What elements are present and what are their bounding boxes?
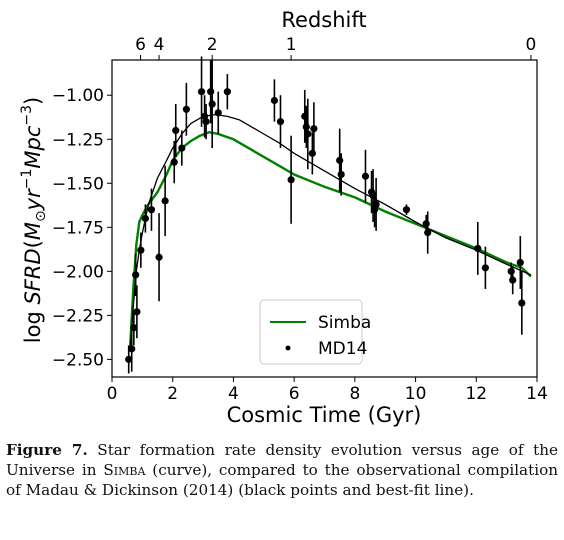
x-tick-label: 12 bbox=[465, 384, 487, 404]
top-axis-title: Redshift bbox=[281, 8, 366, 32]
y-axis-ticks: −2.50 −2.25 −2.00 −1.75 −1.50 −1.25 −1.00 bbox=[52, 86, 112, 370]
md14-fit-curve bbox=[129, 113, 532, 351]
md14-point bbox=[130, 324, 138, 332]
y-tick-label: −2.00 bbox=[52, 262, 104, 282]
md14-point bbox=[197, 88, 206, 96]
y-tick-label: −1.50 bbox=[52, 174, 104, 194]
md14-point bbox=[155, 253, 163, 261]
md14-point bbox=[178, 144, 186, 152]
md14-point bbox=[223, 88, 231, 96]
plot-frame bbox=[111, 59, 538, 378]
plot-area bbox=[125, 56, 532, 374]
md14-point bbox=[310, 125, 318, 133]
figure-caption: Figure 7. Star formation rate density ev… bbox=[6, 440, 558, 500]
redshift-tick-label: 0 bbox=[526, 35, 537, 55]
caption-text-before: Star formation rate density evolution ve… bbox=[6, 441, 558, 479]
x-tick-label: 14 bbox=[526, 384, 548, 404]
x-axis-ticks: 0 2 4 6 8 10 12 14 bbox=[107, 377, 548, 404]
y-tick-label: −1.75 bbox=[52, 218, 104, 238]
legend-md14-label: MD14 bbox=[318, 339, 367, 359]
md14-point bbox=[133, 308, 141, 316]
caption-text-after: (curve), compared to the observational c… bbox=[6, 461, 558, 499]
caption-simba: Simba bbox=[103, 461, 146, 479]
md14-point bbox=[214, 109, 222, 117]
md14-point bbox=[337, 170, 345, 179]
y-axis-title: log SFRD(M⊙yr−1Mpc−3) bbox=[19, 97, 49, 343]
md14-point bbox=[302, 123, 310, 131]
md14-point bbox=[172, 126, 180, 135]
redshift-tick-label: 2 bbox=[207, 35, 218, 55]
md14-point bbox=[182, 105, 190, 113]
md14-point bbox=[304, 130, 312, 138]
y-tick-label: −2.50 bbox=[52, 350, 104, 370]
md14-point bbox=[161, 197, 169, 205]
legend-simba-label: Simba bbox=[318, 313, 371, 333]
md14-point bbox=[361, 172, 370, 180]
md14-point bbox=[132, 271, 140, 279]
md14-point bbox=[270, 96, 279, 105]
x-axis-title: Cosmic Time (Gyr) bbox=[227, 403, 422, 427]
x-tick-label: 6 bbox=[289, 384, 300, 404]
x-tick-label: 2 bbox=[167, 384, 178, 404]
legend-md14-swatch bbox=[285, 345, 291, 351]
md14-point bbox=[125, 355, 133, 363]
md14-point bbox=[128, 345, 136, 353]
md14-point bbox=[372, 200, 380, 209]
md14-point bbox=[202, 118, 210, 126]
md14-point bbox=[207, 88, 215, 96]
sfrd-chart: 0 2 4 6 8 10 12 14 −2.50−2.25−2.00−1.75−1.50−1.… bbox=[19, 8, 548, 427]
x-tick-label: 0 bbox=[107, 384, 118, 404]
y-tick-label: −2.25 bbox=[52, 306, 104, 326]
y-tick-label: −1.00 bbox=[52, 86, 104, 106]
md14-point bbox=[402, 206, 411, 214]
md14-point bbox=[518, 299, 526, 307]
x-tick-label: 4 bbox=[228, 384, 239, 404]
md14-point bbox=[509, 276, 517, 284]
md14-point bbox=[424, 228, 432, 237]
legend: Simba MD14 bbox=[259, 299, 371, 365]
md14-point bbox=[287, 176, 295, 184]
md14-point bbox=[137, 246, 145, 254]
md14-point bbox=[474, 244, 482, 253]
md14-point bbox=[336, 156, 344, 164]
md14-point bbox=[170, 158, 178, 166]
x-tick-label: 8 bbox=[349, 384, 360, 404]
redshift-tick-label: 6 bbox=[135, 35, 146, 55]
y-tick-label: −1.25 bbox=[52, 130, 104, 150]
md14-point bbox=[141, 214, 149, 223]
redshift-tick-label: 4 bbox=[154, 35, 165, 55]
md14-point bbox=[147, 206, 156, 214]
x-tick-label: 10 bbox=[405, 384, 427, 404]
md14-point bbox=[481, 264, 489, 272]
md14-point bbox=[276, 118, 285, 126]
md14-point bbox=[208, 100, 216, 108]
redshift-tick-label: 1 bbox=[286, 35, 297, 55]
md14-point bbox=[516, 258, 524, 267]
md14-point bbox=[308, 149, 316, 157]
md14-point bbox=[422, 220, 430, 228]
md14-point bbox=[507, 267, 515, 275]
caption-label: Figure 7. bbox=[6, 441, 88, 459]
